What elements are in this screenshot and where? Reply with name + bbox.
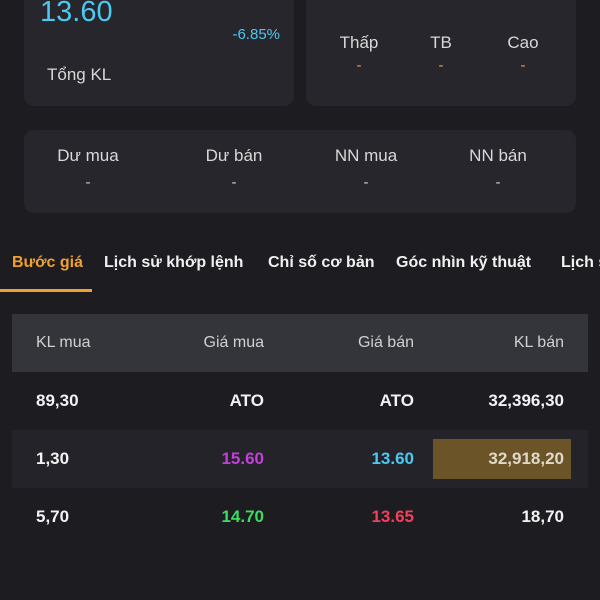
foreign-sell-stat: NN bán -	[448, 146, 548, 191]
tab-match-history[interactable]: Lịch sử khớp lệnh	[104, 254, 244, 271]
buy-volume: 5,70	[36, 507, 70, 526]
header-sell-price: Giá bán	[357, 334, 414, 351]
high-price-stat: Cao -	[483, 33, 563, 74]
table-row: 1,30 15.60 13.60 32,918,20	[12, 430, 588, 488]
table-row: 89,30 ATO ATO 32,396,30	[12, 372, 588, 430]
tab-fundamentals[interactable]: Chỉ số cơ bản	[268, 254, 375, 271]
sell-surplus-value: -	[231, 174, 237, 191]
buy-surplus-stat: Dư mua -	[38, 146, 138, 191]
low-price-stat: Thấp -	[319, 33, 399, 74]
buy-volume: 1,30	[36, 449, 70, 468]
low-value: -	[356, 57, 362, 74]
high-value: -	[520, 57, 526, 74]
total-volume-label: Tổng KL	[47, 65, 112, 84]
sell-price: 13.65	[371, 507, 414, 526]
foreign-buy-value: -	[363, 174, 369, 191]
foreign-sell-label: NN bán	[469, 146, 527, 165]
header-buy-volume: KL mua	[36, 334, 91, 351]
average-value: -	[438, 57, 444, 74]
high-label: Cao	[507, 33, 539, 52]
volume-highlight	[433, 439, 571, 479]
buy-price: ATO	[229, 391, 264, 410]
current-price: 13.60	[40, 0, 113, 28]
sell-volume: 18,70	[521, 507, 564, 526]
foreign-buy-stat: NN mua -	[316, 146, 416, 191]
buy-surplus-value: -	[85, 174, 91, 191]
price-change: -6.85%	[232, 26, 280, 43]
average-label: TB	[430, 33, 452, 52]
table-row: 5,70 14.70 13.65 18,70	[12, 488, 588, 546]
sell-volume: 32,918,20	[488, 449, 564, 468]
tab-price-step[interactable]: Bước giá	[12, 254, 83, 271]
buy-surplus-label: Dư mua	[57, 146, 119, 165]
buy-price: 14.70	[221, 507, 264, 526]
tab-bar: Bước giá Lịch sử khớp lệnh Chỉ số cơ bản…	[0, 240, 600, 294]
sell-volume: 32,396,30	[488, 391, 564, 410]
active-tab-indicator	[0, 289, 92, 292]
price-range-card: Thấp - TB - Cao -	[306, 0, 576, 106]
order-book-table: KL mua Giá mua Giá bán KL bán 89,30 ATO …	[12, 314, 588, 546]
buy-volume: 89,30	[36, 391, 79, 410]
sell-surplus-label: Dư bán	[205, 146, 263, 165]
header-buy-price: Giá mua	[203, 334, 264, 351]
foreign-sell-value: -	[495, 174, 501, 191]
sell-price: ATO	[379, 391, 414, 410]
foreign-buy-label: NN mua	[334, 146, 398, 165]
buy-price: 15.60	[221, 449, 264, 468]
price-card: 13.60 -6.85% Tổng KL	[24, 0, 294, 106]
sell-surplus-stat: Dư bán -	[184, 146, 284, 191]
order-flow-card: Dư mua - Dư bán - NN mua - NN bán -	[24, 130, 576, 213]
header-sell-volume: KL bán	[513, 334, 564, 351]
table-header: KL mua Giá mua Giá bán KL bán	[12, 314, 588, 372]
tab-technical-view[interactable]: Góc nhìn kỹ thuật	[396, 254, 532, 271]
sell-price: 13.60	[371, 449, 414, 468]
average-price-stat: TB -	[401, 33, 481, 74]
low-label: Thấp	[339, 33, 379, 52]
tab-history-truncated[interactable]: Lịch s	[561, 254, 600, 271]
